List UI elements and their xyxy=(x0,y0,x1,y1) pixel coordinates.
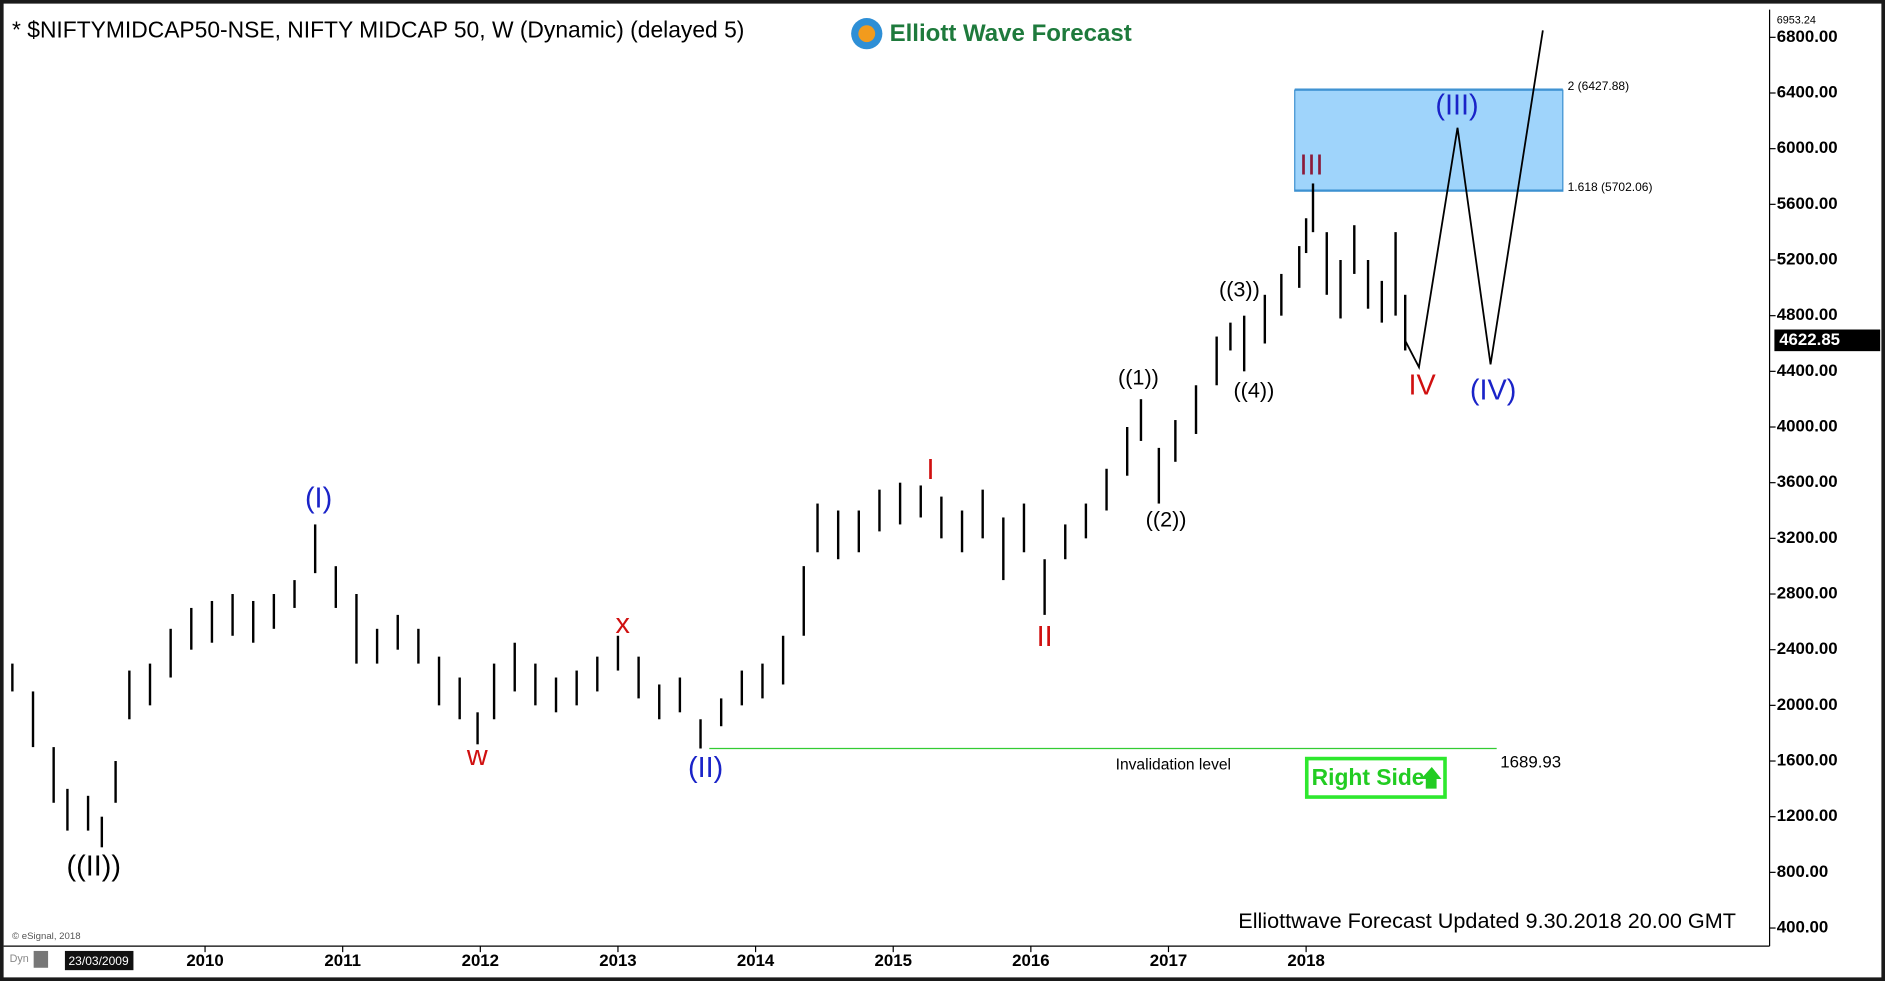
wave-label: I xyxy=(926,454,934,486)
wave-labels: ((II)) (I) w x (II) I II ((1)) ((2)) ((3… xyxy=(67,90,1517,883)
y-tick-label: 1600.00 xyxy=(1777,750,1838,769)
x-tick-label: 2018 xyxy=(1287,951,1324,970)
wave-label: w xyxy=(466,740,488,772)
chart-title: * $NIFTYMIDCAP50-NSE, NIFTY MIDCAP 50, W… xyxy=(12,16,744,42)
y-tick-label: 6800.00 xyxy=(1777,27,1838,46)
wave-label: ((1)) xyxy=(1118,364,1159,389)
wave-label: x xyxy=(616,608,631,640)
x-tick-label: 2012 xyxy=(462,951,499,970)
wave-label: (I) xyxy=(305,483,332,515)
x-tick-label: 2017 xyxy=(1150,951,1187,970)
y-tick-label: 6000.00 xyxy=(1777,138,1838,157)
cursor-date: 23/03/2009 xyxy=(69,954,129,968)
logo-text: Elliott Wave Forecast xyxy=(890,20,1132,47)
wave-label: ((4)) xyxy=(1233,378,1274,403)
x-tick-label: 2016 xyxy=(1012,951,1049,970)
background xyxy=(3,3,1882,978)
projection-path xyxy=(1404,30,1544,370)
wave-label: ((3)) xyxy=(1219,277,1260,302)
invalidation-value: 1689.93 xyxy=(1500,752,1561,771)
logo-icon xyxy=(858,25,876,43)
y-tick-label: 2000.00 xyxy=(1777,695,1838,714)
x-tick-label: 2015 xyxy=(875,951,912,970)
badge-arrow xyxy=(1420,766,1442,789)
wave-label: III xyxy=(1300,150,1324,182)
y-tick-label: 3600.00 xyxy=(1777,472,1838,491)
badge: Right Side xyxy=(1312,764,1425,790)
wave-label: (IV) xyxy=(1470,375,1516,407)
x-tick-label: 2010 xyxy=(186,951,223,970)
footer: Elliottwave Forecast Updated 9.30.2018 2… xyxy=(1238,908,1736,933)
y-tick-label: 800.00 xyxy=(1777,862,1828,881)
target-box xyxy=(1294,89,1564,192)
wave-label: II xyxy=(1037,621,1053,653)
wave-label: (II) xyxy=(688,752,723,784)
x-tick-label: 2013 xyxy=(599,951,636,970)
mode-icon xyxy=(33,950,49,968)
y-tick-label: 1200.00 xyxy=(1777,806,1838,825)
wave-label: IV xyxy=(1409,370,1437,402)
mode: Dyn xyxy=(10,953,29,965)
y-tick-label: 5200.00 xyxy=(1777,249,1838,268)
x-tick-label: 2011 xyxy=(324,951,361,970)
invalidation-text: Invalidation level xyxy=(1116,756,1231,773)
y-tick-label: 2400.00 xyxy=(1777,639,1838,658)
fib-label: 2 (6427.88) xyxy=(1568,79,1629,93)
wave-label: ((2)) xyxy=(1146,506,1187,531)
y-axis-top: 6953.24 xyxy=(1777,14,1816,26)
y-tick-label: 400.00 xyxy=(1777,917,1828,936)
y-tick-label: 2800.00 xyxy=(1777,583,1838,602)
logo: Elliott Wave Forecast xyxy=(851,18,1132,50)
fib-label: 1.618 (5702.06) xyxy=(1568,180,1653,194)
last-price-box xyxy=(1774,329,1881,352)
cursor-date-box xyxy=(64,950,134,971)
x-tick-label: 2014 xyxy=(737,951,775,970)
badge-box xyxy=(1304,756,1447,799)
y-tick-label: 4400.00 xyxy=(1777,361,1838,380)
y-tick-label: 3200.00 xyxy=(1777,528,1838,547)
y-tick-label: 5600.00 xyxy=(1777,194,1838,213)
y-tick-label: 4800.00 xyxy=(1777,305,1838,324)
source: © eSignal, 2018 xyxy=(12,931,81,942)
wave-label: ((II)) xyxy=(67,851,121,883)
wave-label: (III) xyxy=(1435,90,1478,122)
y-tick-label: 4000.00 xyxy=(1777,416,1838,435)
y-tick-label: 6400.00 xyxy=(1777,82,1838,101)
last-price: 4622.85 xyxy=(1779,330,1840,349)
